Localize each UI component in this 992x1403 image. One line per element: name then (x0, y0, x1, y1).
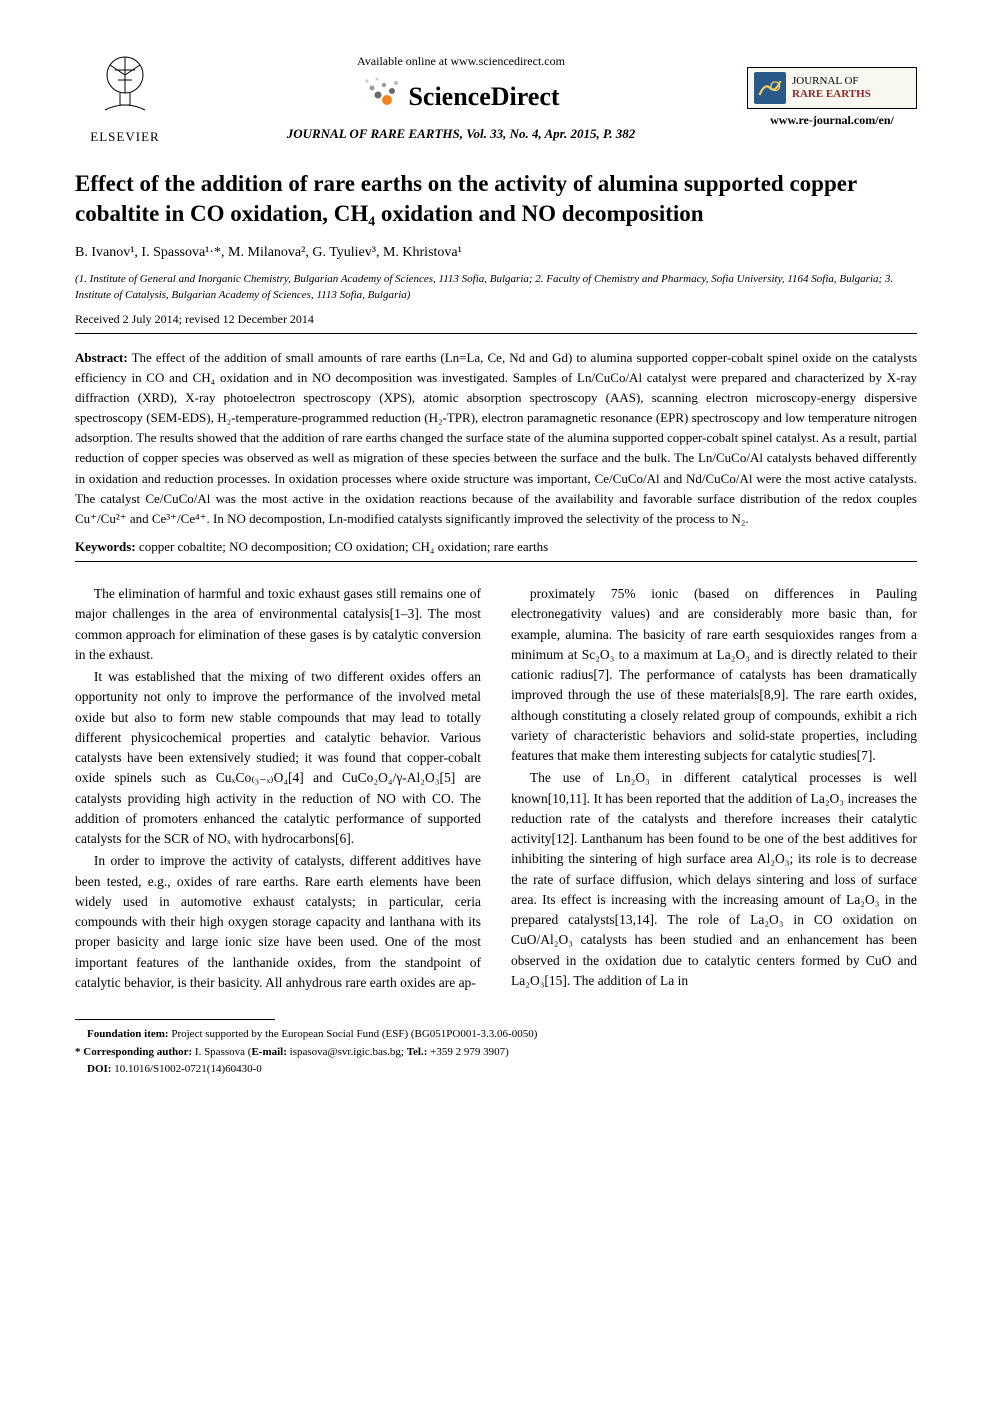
doi-text: 10.1016/S1002-0721(14)60430-0 (114, 1063, 262, 1075)
doi-line: DOI: 10.1016/S1002-0721(14)60430-0 (87, 1061, 917, 1079)
body-paragraph: The use of Ln₂O₃ in different catalytica… (511, 768, 917, 991)
available-online-text: Available online at www.sciencedirect.co… (175, 54, 747, 69)
journal-citation: JOURNAL OF RARE EARTHS, Vol. 33, No. 4, … (175, 126, 747, 142)
corr-label: * Corresponding author: (75, 1046, 192, 1058)
footer-separator (75, 1019, 275, 1020)
elsevier-logo: ELSEVIER (75, 50, 175, 145)
body-paragraph: proximately 75% ionic (based on differen… (511, 584, 917, 766)
badge-box: JOURNAL OF RARE EARTHS (747, 67, 917, 109)
divider-top (75, 333, 917, 334)
corr-name: I. Spassova (195, 1046, 245, 1058)
received-date: Received 2 July 2014; revised 12 Decembe… (75, 312, 917, 327)
corr-email-label: E-mail: (251, 1046, 286, 1058)
body-paragraph: In order to improve the activity of cata… (75, 851, 481, 993)
foundation-label: Foundation item: (87, 1028, 169, 1040)
keywords-label: Keywords: (75, 539, 136, 554)
abstract-block: Abstract: The effect of the addition of … (75, 348, 917, 529)
center-header: Available online at www.sciencedirect.co… (175, 54, 747, 142)
elsevier-label: ELSEVIER (75, 129, 175, 145)
left-column: The elimination of harmful and toxic exh… (75, 584, 481, 995)
body-paragraph: The elimination of harmful and toxic exh… (75, 584, 481, 665)
sciencedirect-text: ScienceDirect (408, 82, 559, 112)
badge-line1: JOURNAL OF (792, 75, 871, 88)
body-paragraph: It was established that the mixing of tw… (75, 667, 481, 849)
foundation-line: Foundation item: Project supported by th… (87, 1026, 917, 1044)
corresponding-line: * Corresponding author: I. Spassova (E-m… (75, 1044, 917, 1062)
elsevier-tree-icon (90, 50, 160, 120)
corr-tel: +359 2 979 3907) (430, 1046, 509, 1058)
divider-bottom (75, 561, 917, 562)
badge-title: JOURNAL OF RARE EARTHS (792, 75, 871, 101)
affiliations: (1. Institute of General and Inorganic C… (75, 271, 917, 304)
journal-url: www.re-journal.com/en/ (747, 113, 917, 128)
title-section: Effect of the addition of rare earths on… (75, 169, 917, 229)
corr-tel-label: Tel.: (407, 1046, 428, 1058)
foundation-text: Project supported by the European Social… (171, 1028, 537, 1040)
journal-badge: JOURNAL OF RARE EARTHS www.re-journal.co… (747, 67, 917, 128)
abstract-text: The effect of the addition of small amou… (75, 350, 917, 526)
keywords-text: copper cobaltite; NO decomposition; CO o… (139, 539, 548, 554)
doi-label: DOI: (87, 1063, 111, 1075)
right-column: proximately 75% ionic (based on differen… (511, 584, 917, 995)
badge-globe-icon (754, 72, 786, 104)
body-columns: The elimination of harmful and toxic exh… (75, 584, 917, 995)
footnotes: Foundation item: Project supported by th… (75, 1026, 917, 1079)
corr-email: ispasova@svr.igic.bas.bg; (290, 1046, 404, 1058)
abstract-label: Abstract: (75, 350, 128, 365)
badge-line2: RARE EARTHS (792, 88, 871, 101)
keywords-block: Keywords: copper cobaltite; NO decomposi… (75, 539, 917, 555)
sciencedirect-dots-icon (362, 75, 402, 105)
article-title: Effect of the addition of rare earths on… (75, 169, 917, 229)
header-row: ELSEVIER Available online at www.science… (75, 50, 917, 145)
authors: B. Ivanov¹, I. Spassova¹·*, M. Milanova²… (75, 245, 917, 261)
sciencedirect-logo: ScienceDirect (175, 75, 747, 112)
